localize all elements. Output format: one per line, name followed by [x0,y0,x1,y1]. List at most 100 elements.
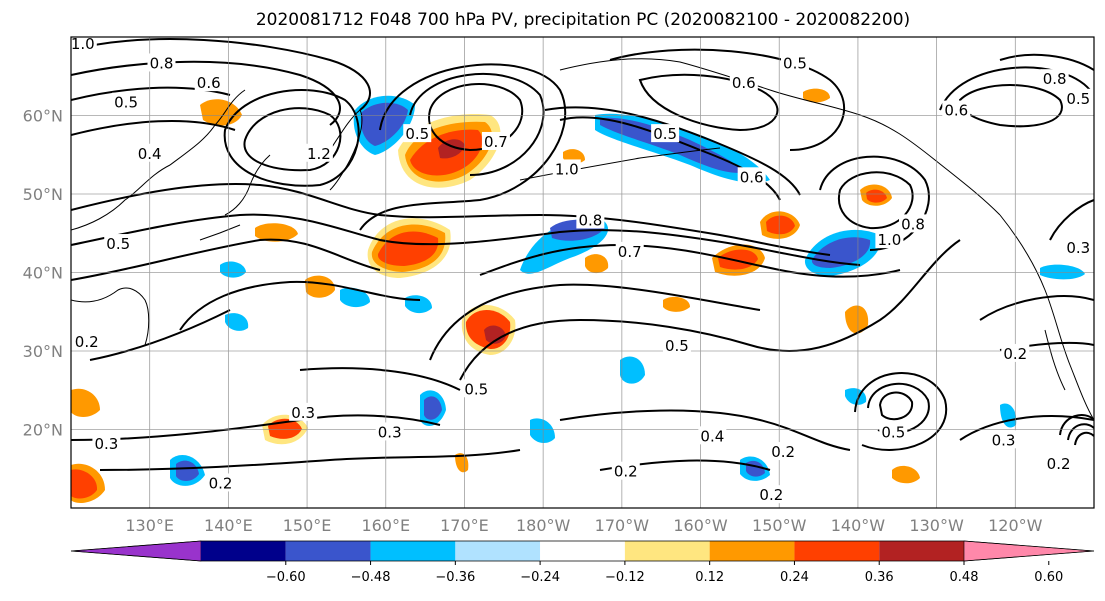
precip-positive-area [585,254,609,274]
longitude-label: 180°W [516,516,571,535]
colorbar-bin [455,541,541,561]
pv-contour [1059,414,1094,446]
contour-label: 0.6 [944,102,968,120]
colorbar-bin [201,541,286,561]
colorbar-bin [285,541,371,561]
longitude-label: 170°E [440,516,489,535]
precip-positive-area [305,275,335,298]
latitude-label: 40°N [23,264,63,283]
colorbar-bin [624,541,710,561]
colorbar-bin [794,541,880,561]
longitude-label: 130°E [125,516,174,535]
pv-contour [71,38,371,111]
contour-label: 0.2 [75,333,99,351]
coastline-baja [1044,329,1066,391]
longitude-labels: 130°E 140°E 150°E 160°E 170°E 180°W 170°W 160°W… [125,516,1042,535]
precip-positive-area [892,465,920,484]
pv-contour [71,119,236,136]
precip-negative-area [1040,264,1085,280]
colorbar-tick-label: −0.12 [605,570,645,585]
longitude-label: 150°E [283,516,332,535]
contour-label-halo [403,124,432,143]
contour-label-halo [737,167,766,186]
pv-contour [609,48,846,151]
precip-negative-area [620,356,645,384]
precip-negative-area [220,261,246,278]
pv-contour [429,283,761,361]
pv-contour [939,66,1091,111]
precip-positive-area [663,296,690,312]
pv-contour [89,309,231,361]
precip-positive-area [803,88,830,103]
pv-contour [878,391,914,421]
contour-label-halo [462,379,491,398]
contour-label-halo [757,485,786,504]
contour-label-halo [71,37,97,52]
colorbar-tick-label: −0.24 [520,570,560,585]
coastline-japan [199,224,241,241]
precip-negative-area [424,396,442,420]
contour-labels: 1.00.80.60.50.4 1.20.5 0.71.00.50.50.60.60… [71,37,1093,504]
pv-contour [99,449,521,471]
longitude-label: 130°W [909,516,964,535]
contour-label: 0.5 [405,125,429,143]
figure-title: 2020081712 F048 700 hPa PV, precipitatio… [256,10,910,30]
pv-contour [459,239,961,381]
pv-contour [71,60,341,126]
pv-contour [544,106,801,196]
coastline-na-west [999,214,1094,421]
latitude-label: 20°N [23,421,63,440]
contour-label: 0.6 [732,74,756,92]
contour-label: 0.5 [1066,90,1090,108]
colorbar-tick-label: 0.12 [695,570,724,585]
latitude-label: 50°N [23,185,63,204]
contour-label-halo [1001,343,1030,362]
contour-label: 0.2 [759,486,783,504]
precip-negative-area [360,102,408,146]
contour-label: 0.3 [94,435,118,453]
pv-contour [837,171,914,230]
colorbar-tick-label: 0.36 [865,570,894,585]
precip-negative-area [600,117,745,173]
contour-label: 0.2 [614,463,638,481]
contour-label: 0.5 [106,235,130,253]
precip-positive-area [845,305,869,334]
colorbar-bin [879,541,964,561]
contour-label-halo [289,402,318,421]
pv-contour [428,83,523,152]
contour-label: 0.2 [1047,455,1071,473]
longitude-label: 140°W [831,516,886,535]
colorbar-tick-label: 0.24 [780,570,809,585]
pv-contour [71,238,381,281]
contour-label-halo [104,234,133,253]
contour-label-halo [651,124,680,143]
contour-label-halo [729,73,758,92]
coastline-japan [224,154,271,216]
pv-contour [819,155,930,251]
pv-contour [359,63,567,231]
contour-label-halo [879,422,908,441]
precip-positive-area [377,231,439,266]
pv-contour [71,86,231,101]
contour-label: 0.4 [138,145,162,163]
precip-negative-area [340,287,370,308]
contour-label-halo [989,430,1018,449]
pv-contour [179,280,421,331]
contour-label: 0.2 [1003,345,1027,363]
contour-label: 0.3 [1066,239,1090,257]
pv-contour [223,89,360,187]
longitude-label: 140°E [204,516,253,535]
pv-contour [299,367,461,391]
contour-label: 1.2 [307,145,331,163]
contour-label: 0.8 [1043,70,1067,88]
contour-label-halo [481,131,510,150]
contour-label-halo [375,422,404,441]
contour-label-halo [1064,88,1093,107]
latitude-label: 60°N [23,107,63,126]
longitude-label: 120°W [988,516,1043,535]
contour-label-halo [72,332,101,351]
colorbar-bin [370,541,456,561]
map-panel: 1.00.80.60.50.4 1.20.5 0.71.00.50.50.60.60… [70,36,1095,509]
contour-label: 1.0 [555,160,579,178]
colorbar-tick-label: 0.48 [950,570,979,585]
